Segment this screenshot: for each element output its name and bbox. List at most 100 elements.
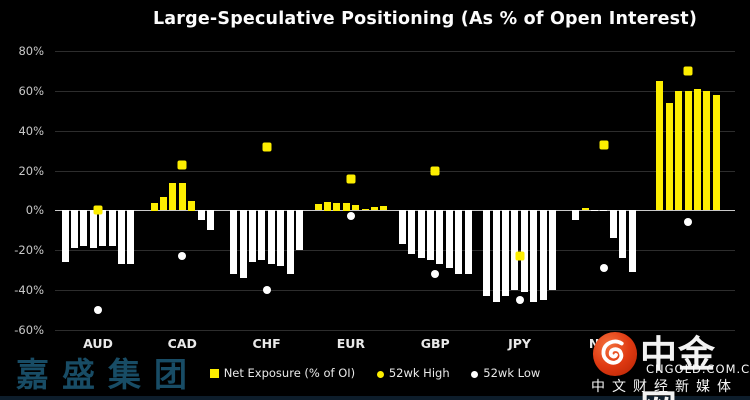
net-exposure-bar: [600, 210, 608, 212]
high-marker-icon: [346, 174, 356, 183]
net-exposure-bar: [530, 210, 538, 303]
net-exposure-bar: [127, 210, 135, 265]
net-exposure-bar: [61, 210, 69, 263]
net-exposure-bar: [464, 210, 472, 275]
cngold-domain-text: CNGOLD.COM.CN: [646, 362, 750, 376]
y-tick-label: 0%: [25, 203, 44, 218]
net-exposure-bar: [445, 210, 453, 269]
x-axis-label-chf: CHF: [252, 336, 281, 351]
net-exposure-bar: [352, 205, 360, 211]
legend-item-net-exposure: Net Exposure (% of OI): [209, 366, 356, 380]
net-exposure-bar: [511, 210, 519, 291]
net-exposure-bar: [197, 210, 205, 221]
net-exposure-bar: [314, 204, 322, 211]
legend-label-52wk-low: 52wk Low: [483, 366, 541, 380]
gridline: [55, 330, 735, 331]
y-tick-label: -20%: [14, 243, 44, 258]
high-marker-icon: [599, 140, 609, 150]
net-exposure-bar: [703, 90, 711, 211]
net-exposure-bar: [694, 88, 701, 211]
net-exposure-bar: [427, 210, 434, 261]
net-exposure-bar: [581, 208, 589, 211]
net-exposure-bar: [539, 210, 547, 301]
net-exposure-bar: [258, 210, 266, 261]
watermark-jiasheng-group: 嘉盛集团: [16, 356, 200, 393]
chart-title: Large-Speculative Positioning (As % of O…: [152, 9, 698, 29]
x-axis-label-jpy: JPY: [508, 336, 531, 351]
gridline: [55, 290, 735, 292]
net-exposure-bar: [118, 210, 125, 265]
y-tick-label: -60%: [14, 323, 44, 337]
net-exposure-bar: [455, 210, 463, 275]
net-exposure-bar: [417, 210, 425, 259]
high-marker-icon: [177, 160, 187, 170]
net-exposure-bar: [296, 210, 303, 251]
net-exposure-bar: [333, 202, 341, 211]
net-exposure-bar: [286, 210, 294, 275]
low-marker-icon: [684, 218, 693, 227]
net-exposure-bar: [609, 210, 617, 239]
x-axis-label-aud: AUD: [83, 336, 113, 351]
net-exposure-bar: [656, 80, 664, 211]
plot-area: AUDCADCHFEURGBPJPYNZD: [55, 51, 735, 351]
high-marker-icon: [515, 251, 524, 261]
net-exposure-bar: [436, 210, 444, 265]
y-tick-label: 20%: [18, 163, 44, 178]
net-exposure-bar: [323, 201, 331, 211]
net-exposure-bar: [150, 202, 158, 211]
legend-item-52wk-high: 52wk High: [376, 366, 450, 380]
low-marker-icon: [471, 371, 479, 378]
y-tick-label: 60%: [18, 83, 44, 98]
net-exposure-bar: [99, 210, 107, 247]
gridline: [55, 170, 735, 172]
net-exposure-bar: [548, 210, 556, 291]
x-axis-label-gbp: GBP: [420, 336, 450, 351]
net-exposure-bar: [520, 210, 528, 293]
cngold-tagline-text: 中文财经新媒体: [591, 378, 738, 394]
net-exposure-bar: [71, 210, 78, 249]
gridline: [55, 51, 735, 52]
net-exposure-bar: [572, 210, 580, 221]
cngold-brand-text: 中金网: [640, 334, 716, 400]
legend-item-52wk-low: 52wk Low: [471, 366, 540, 380]
high-marker-icon: [376, 371, 384, 378]
legend: Net Exposure (% of OI) 52wk High 52wk Lo…: [0, 366, 750, 380]
y-axis: 80% 60% 40% 20% 0% -20% -40% -60%: [0, 44, 48, 337]
legend-label-52wk-high: 52wk High: [388, 366, 450, 380]
high-marker-icon: [683, 66, 693, 76]
low-marker-icon: [515, 296, 524, 305]
net-exposure-bar: [249, 210, 256, 263]
net-exposure-bar: [277, 210, 285, 267]
net-exposure-bar: [665, 102, 673, 211]
high-marker-icon: [430, 166, 440, 176]
net-exposure-bar: [619, 210, 627, 259]
y-tick-label: 80%: [18, 44, 44, 58]
net-exposure-bar: [188, 200, 196, 211]
zero-line: [55, 210, 735, 212]
x-axis-label-eur: EUR: [336, 336, 366, 351]
net-exposure-bar: [398, 210, 406, 245]
net-exposure-bar: [160, 196, 167, 211]
net-exposure-bar: [408, 210, 416, 255]
net-exposure-bar: [492, 210, 500, 303]
gridline: [55, 90, 735, 92]
net-exposure-bar: [361, 209, 369, 211]
low-marker-icon: [346, 212, 355, 221]
net-exposure-bar: [712, 94, 720, 211]
net-exposure-bar: [380, 206, 388, 211]
net-exposure-bar: [370, 207, 378, 211]
net-exposure-swatch-icon: [209, 369, 219, 378]
legend-label-net-exposure: Net Exposure (% of OI): [223, 366, 356, 380]
net-exposure-bar: [169, 182, 177, 211]
net-exposure-bar: [230, 210, 238, 275]
y-tick-label: 40%: [18, 123, 44, 138]
high-marker-icon: [93, 205, 103, 215]
low-marker-icon: [178, 252, 187, 261]
net-exposure-bar: [501, 210, 509, 297]
net-exposure-bar: [207, 210, 214, 231]
gridline: [55, 130, 735, 132]
net-exposure-bar: [684, 90, 692, 211]
net-exposure-bar: [342, 202, 350, 211]
net-exposure-bar: [80, 210, 88, 247]
